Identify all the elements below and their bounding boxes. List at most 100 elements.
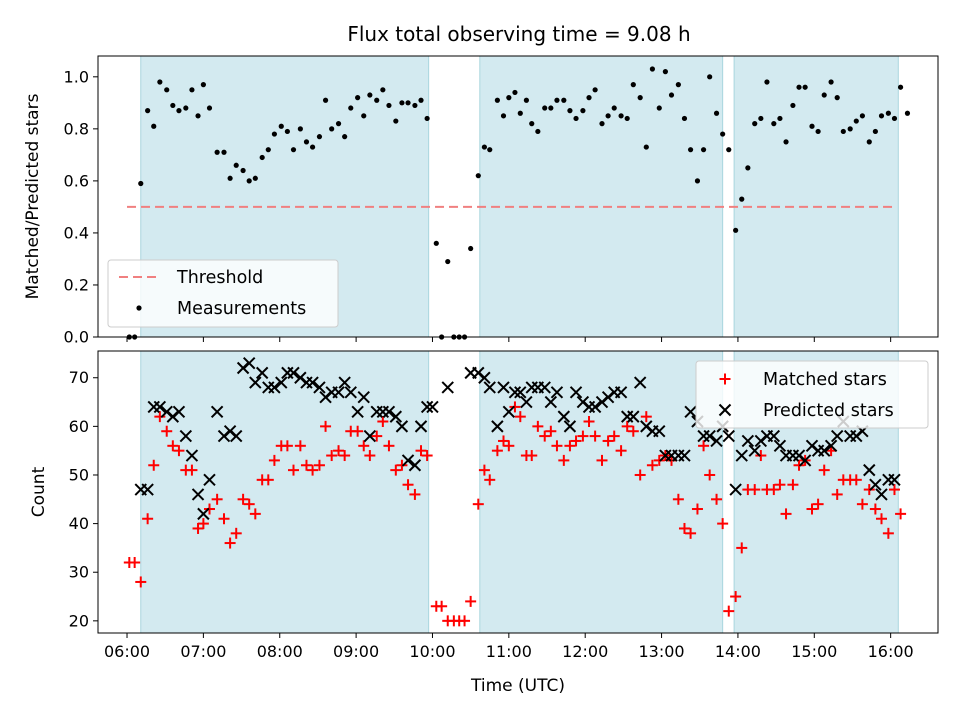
predicted-star-point — [185, 449, 199, 462]
predicted-star-point — [557, 410, 571, 423]
predicted-star-point — [287, 366, 300, 380]
predicted-star-point — [420, 400, 434, 414]
measurement-point — [506, 95, 512, 101]
matched-star-point — [672, 493, 684, 505]
measurement-point — [681, 115, 688, 122]
predicted-star-point — [869, 478, 882, 491]
measurement-point — [355, 95, 361, 101]
matched-star-point — [313, 459, 325, 471]
measurement-point — [138, 180, 144, 187]
predicted-star-point — [710, 434, 723, 448]
measurement-point — [853, 118, 859, 124]
matched-star-point — [564, 440, 576, 452]
predicted-star-point — [203, 473, 216, 487]
legend-predicted-marker — [718, 403, 732, 417]
legend-measurements-label: Measurements — [177, 299, 306, 319]
predicted-star-point — [684, 405, 697, 418]
predicted-star-point — [627, 410, 640, 423]
measurement-point — [386, 102, 392, 109]
measurement-point — [656, 105, 662, 111]
matched-star-point — [478, 464, 490, 476]
measurement-point — [885, 110, 891, 116]
predicted-star-point — [497, 381, 510, 394]
top-y-tick-label: 0.6 — [64, 171, 89, 190]
matched-star-point — [491, 445, 503, 457]
measurement-point — [599, 121, 605, 127]
bottom-x-tick-label: 06:00 — [104, 642, 150, 661]
measurement-point — [309, 144, 316, 150]
predicted-star-point — [197, 507, 210, 521]
predicted-star-point — [179, 429, 193, 443]
measurement-point — [592, 87, 598, 93]
predicted-star-point — [141, 483, 154, 496]
matched-star-point — [364, 450, 376, 462]
predicted-star-point — [748, 444, 761, 457]
measurement-point — [335, 121, 342, 127]
bottom-y-tick-label: 30 — [69, 563, 89, 582]
matched-star-point — [503, 440, 515, 452]
matched-star-point — [551, 440, 563, 452]
matched-star-point — [307, 464, 319, 476]
bottom-x-tick-label: 07:00 — [180, 642, 226, 661]
measurement-point — [796, 84, 802, 90]
matched-star-point — [526, 450, 538, 462]
bottom-x-tick-label: 10:00 — [409, 642, 455, 661]
matched-star-point — [465, 595, 477, 607]
matched-star-point — [197, 518, 209, 530]
matched-star-point — [749, 484, 761, 496]
matched-star-point — [875, 513, 887, 525]
measurement-point — [548, 105, 554, 111]
matched-star-point — [831, 488, 843, 500]
matched-star-point — [774, 479, 786, 491]
matched-star-point — [352, 425, 364, 437]
predicted-star-point — [502, 405, 516, 418]
measurement-points — [126, 66, 911, 340]
predicted-star-point — [313, 381, 326, 394]
predicted-star-point — [773, 439, 787, 453]
measurement-point — [252, 175, 258, 181]
bottom-y-tick-label: 70 — [69, 368, 89, 387]
matched-star-point — [895, 508, 907, 520]
matched-star-point — [558, 454, 570, 466]
matched-star-point — [358, 440, 370, 452]
bottom-panel: 20 30 40 50 60 70 06:00 07:00 08:00 09:00 10:00 11… — [29, 350, 939, 696]
measurement-point — [424, 115, 430, 122]
measurement-point — [675, 82, 681, 88]
matched-star-point — [640, 411, 652, 423]
matched-star-point — [421, 450, 433, 462]
predicted-star-point — [703, 429, 716, 443]
top-y-tick-label: 0.8 — [64, 119, 89, 138]
bottom-plot-frame — [97, 350, 939, 634]
top-y-axis-label: Matched/Predicted stars — [23, 93, 43, 299]
bottom-x-axis-ticks: 06:00 07:00 08:00 09:00 10:00 11:00 12:00 13:00… — [104, 633, 914, 661]
matched-star-point — [154, 411, 166, 423]
top-y-tick-label: 1.0 — [64, 67, 89, 86]
predicted-star-point — [414, 420, 428, 433]
measurement-point — [329, 126, 335, 132]
predicted-star-point — [735, 449, 748, 462]
measurement-point — [284, 128, 290, 135]
measurement-point — [580, 108, 586, 114]
predicted-star-point — [863, 463, 876, 477]
predicted-star-point — [830, 429, 844, 443]
matched-star-point — [129, 557, 141, 568]
matched-star-point — [294, 440, 306, 452]
measurement-point — [739, 196, 745, 202]
measurement-point — [265, 147, 271, 153]
matched-star-point — [262, 474, 274, 486]
measurement-point — [367, 92, 373, 98]
matched-star-point — [698, 440, 710, 452]
matched-star-point — [268, 454, 280, 466]
matched-star-point — [514, 411, 526, 423]
predicted-star-point — [875, 488, 888, 501]
measurement-point — [694, 178, 701, 184]
top-legend: Threshold Measurements — [107, 259, 339, 328]
predicted-star-point — [249, 376, 262, 389]
measurement-point — [157, 79, 163, 85]
measurement-point — [567, 108, 573, 114]
matched-star-point — [415, 445, 427, 457]
matched-star-point — [678, 522, 690, 534]
predicted-star-point — [363, 429, 377, 443]
measurement-point — [183, 105, 189, 111]
measurement-point — [529, 121, 535, 127]
